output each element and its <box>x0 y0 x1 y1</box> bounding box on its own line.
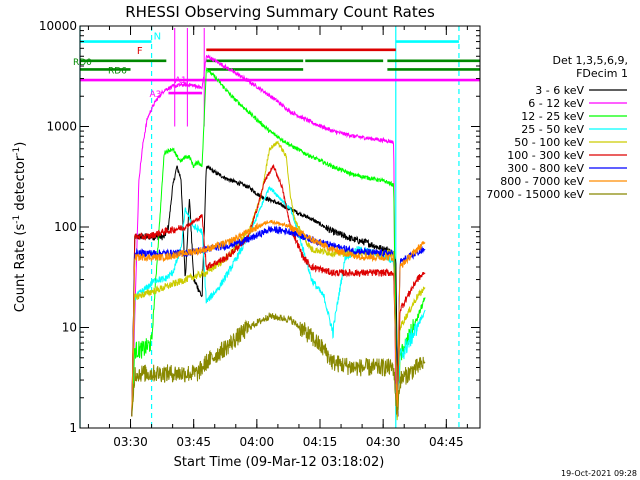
series-line-800-7000-kev <box>131 219 426 417</box>
y-axis-label-sup2: -1 <box>12 147 22 156</box>
y-tick-label: 10000 <box>39 19 77 33</box>
series-line-25-50-kev <box>131 185 426 417</box>
series-line-7000-15000-kev <box>131 312 426 417</box>
x-tick-label: 03:30 <box>113 435 148 449</box>
chart-title: RHESSI Observing Summary Count Rates <box>125 3 435 21</box>
flag-label-rd0: RD0 <box>73 58 92 68</box>
y-axis-label-mid: detector <box>13 155 28 215</box>
legend-label: 800 - 7000 keV <box>500 175 584 188</box>
y-axis-label-main: Count Rate (s <box>13 224 28 313</box>
legend-label: 50 - 100 keV <box>514 136 584 149</box>
flag-label-rd6: RD6 <box>108 66 127 76</box>
flag-label-a3: A3 <box>149 90 161 100</box>
x-axis-label: Start Time (09-Mar-12 03:18:02) <box>174 455 385 470</box>
series-line-12-25-kev <box>131 67 426 418</box>
series-layer <box>131 54 426 421</box>
x-tick-label: 04:45 <box>429 435 464 449</box>
legend-label: 100 - 300 keV <box>507 149 584 162</box>
y-axis-label-end: ) <box>13 142 28 147</box>
y-tick-label: 1000 <box>46 120 77 134</box>
y-axis-label: Count Rate (s-1 detector-1) <box>12 142 28 313</box>
flag-label-a1: A1 <box>175 76 187 86</box>
legend-header-line-1: Det 1,3,5,6,9, <box>552 54 628 67</box>
series-line-6-12-kev <box>131 54 396 417</box>
y-tick-label: 100 <box>54 220 77 234</box>
legend-label: 25 - 50 keV <box>521 123 584 136</box>
series-line-50-100-kev <box>131 140 426 421</box>
flag-label-n: N <box>154 32 161 43</box>
legend-label: 12 - 25 keV <box>521 110 584 123</box>
footer-timestamp: 19-Oct-2021 09:28 <box>561 469 637 478</box>
legend-label: 3 - 6 keV <box>535 84 584 97</box>
x-tick-label: 03:45 <box>176 435 211 449</box>
x-tick-label: 04:30 <box>366 435 401 449</box>
series-line-3-6-kev <box>131 164 399 417</box>
status-flags-layer: NF RD0 RD6 A3 A1 <box>73 32 480 100</box>
flag-label-f: F <box>137 46 143 57</box>
legend-label: 300 - 800 keV <box>507 162 584 175</box>
x-tick-label: 04:00 <box>240 435 275 449</box>
y-tick-label: 10 <box>62 321 77 335</box>
legend-label: 7000 - 15000 keV <box>486 188 584 201</box>
legend-label: 6 - 12 keV <box>528 97 584 110</box>
series-line-100-300-kev <box>131 163 426 417</box>
y-axis-label-sup1: -1 <box>12 215 22 224</box>
axes-layer: 1 10 100 1000 10000 03:30 03:45 04:00 04:15 04:30… <box>39 19 481 449</box>
y-tick-label: 1 <box>69 421 77 435</box>
x-tick-label: 04:15 <box>303 435 338 449</box>
legend-header-line-2: FDecim 1 <box>576 67 628 80</box>
